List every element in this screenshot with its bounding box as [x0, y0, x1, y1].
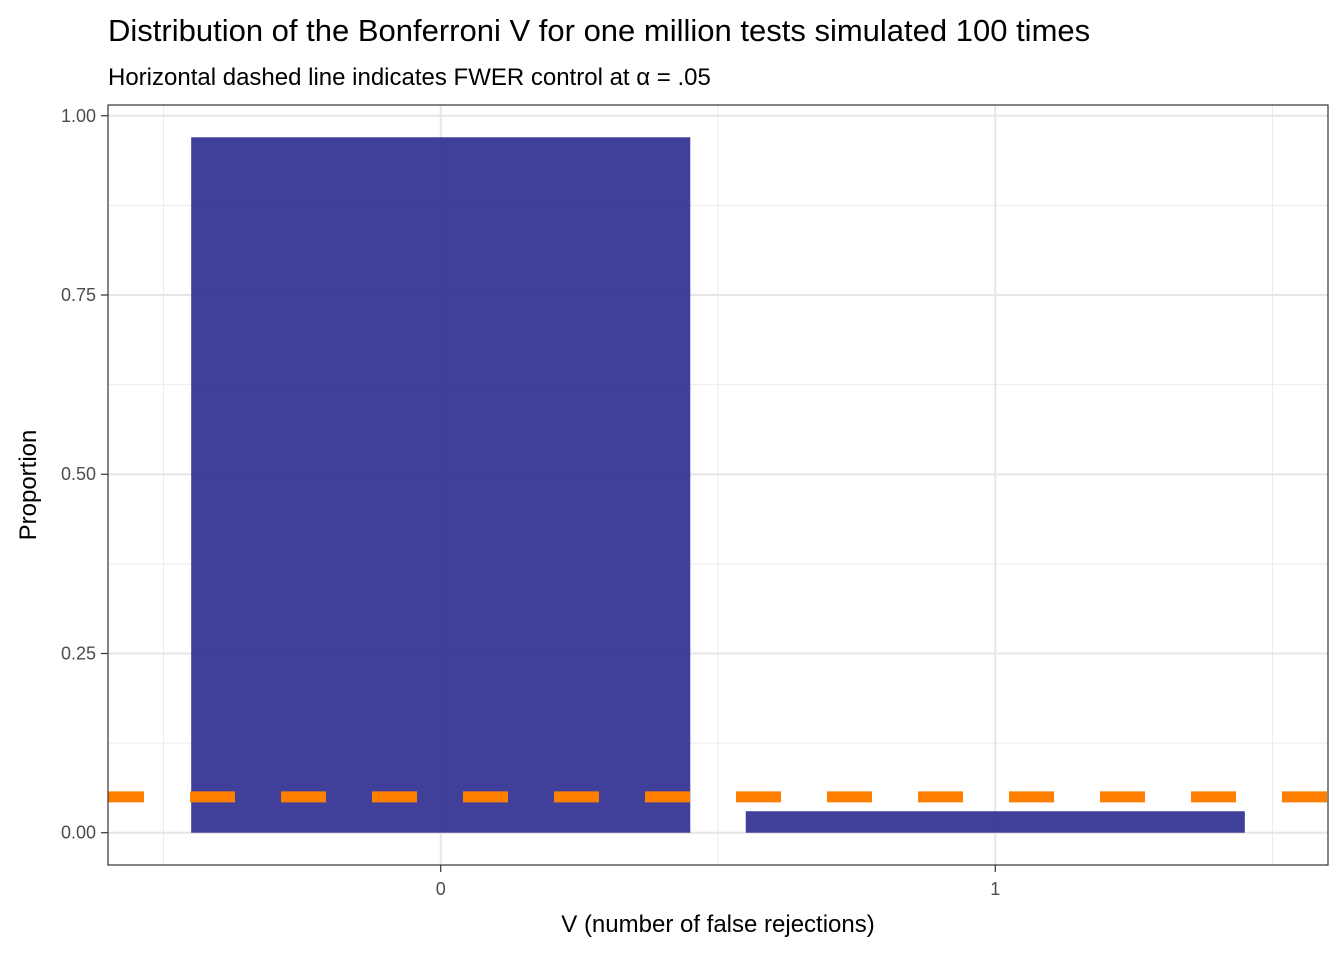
- subtitle-suffix: = .05: [650, 64, 711, 91]
- y-axis-title: Proportion: [15, 430, 42, 541]
- x-tick-label: 1: [990, 879, 1000, 899]
- bars: [191, 137, 1245, 833]
- chart-title: Distribution of the Bonferroni V for one…: [108, 13, 1090, 48]
- subtitle-prefix: Horizontal dashed line indicates FWER co…: [108, 64, 636, 91]
- plot-border: [107, 104, 1329, 866]
- y-tick-label: 0.00: [61, 823, 96, 843]
- x-axis-title: V (number of false rejections): [561, 911, 874, 938]
- y-tick-label: 0.25: [61, 643, 96, 663]
- x-tick-label: 0: [436, 879, 446, 899]
- bar-1: [745, 811, 1245, 833]
- y-tick-label: 0.50: [61, 464, 96, 484]
- subtitle-alpha-symbol: α: [636, 64, 650, 91]
- chart-subtitle: Horizontal dashed line indicates FWER co…: [108, 64, 711, 91]
- bar-0: [191, 137, 691, 833]
- y-tick-label: 0.75: [61, 285, 96, 305]
- y-axis: 0.00 0.25 0.50 0.75 1.00: [61, 106, 108, 843]
- y-tick-label: 1.00: [61, 106, 96, 126]
